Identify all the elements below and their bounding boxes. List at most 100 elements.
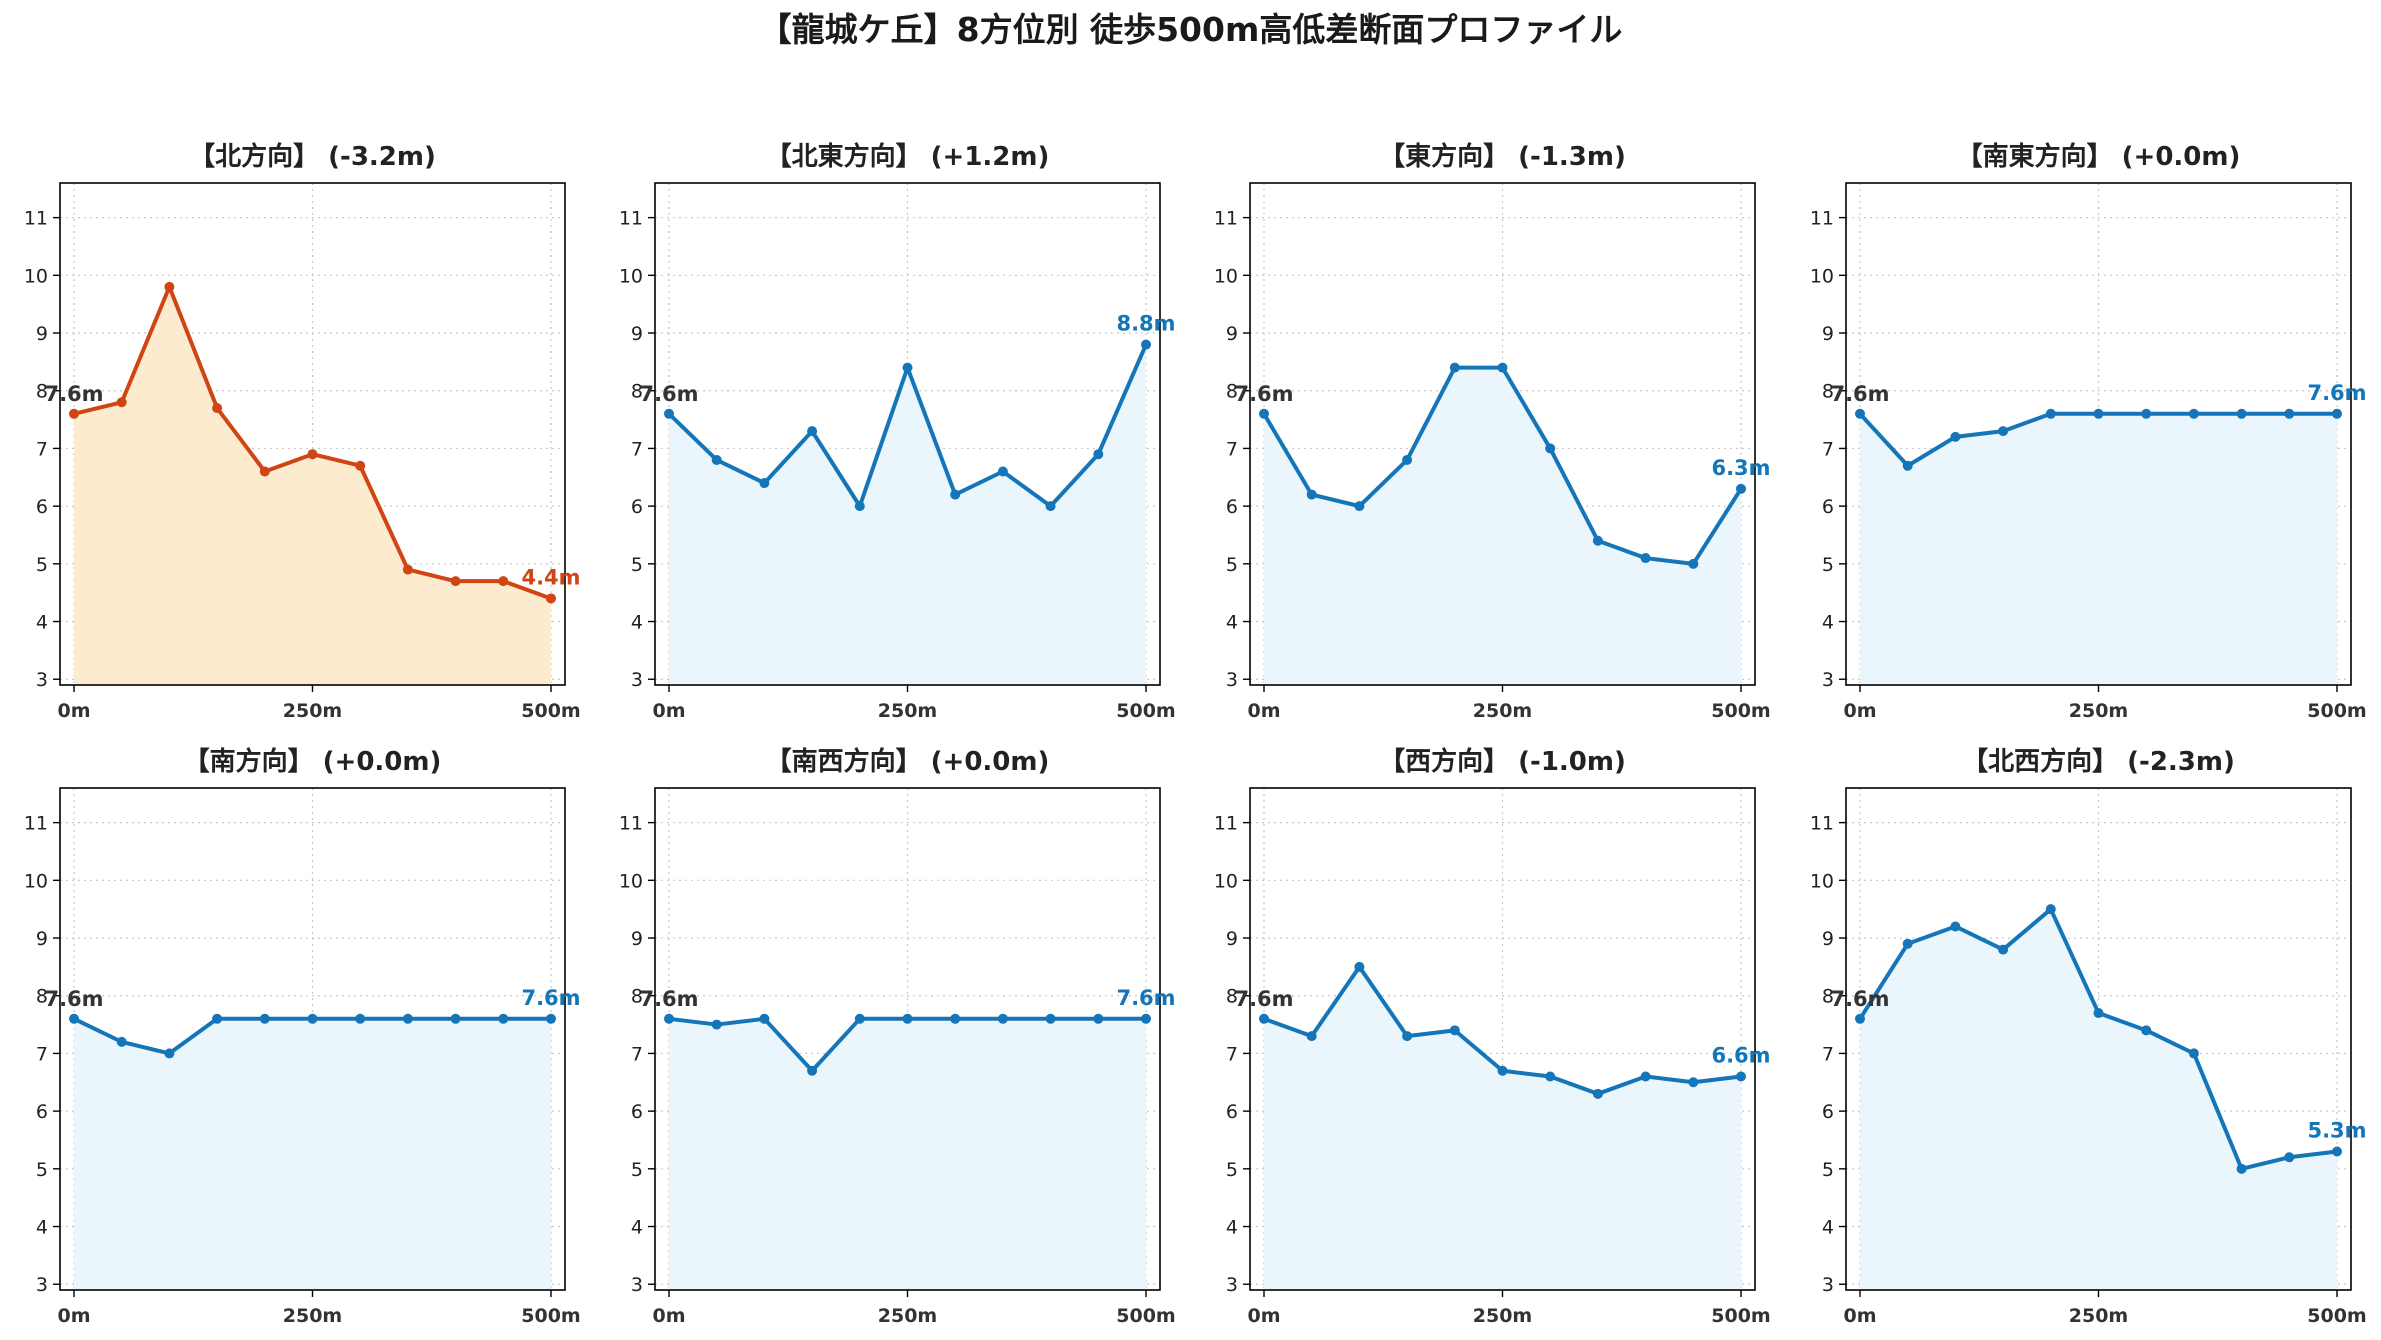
x-tick-label: 500m [2307, 700, 2366, 722]
chart-panel: 【北西方向】 (-2.3m) 3 4 5 6 7 8 9 10 11 0m 250m 500m 7.6m 5… [1810, 746, 2367, 1327]
y-tick-label: 10 [1214, 265, 1238, 287]
start-value-label: 7.6m [639, 382, 698, 406]
y-tick-label: 7 [1226, 438, 1238, 460]
y-tick-label: 7 [36, 438, 48, 460]
x-tick-label: 0m [1247, 700, 1280, 722]
data-point [1736, 483, 1746, 494]
start-value-label: 7.6m [1234, 987, 1293, 1011]
y-tick-label: 9 [1226, 323, 1238, 345]
y-tick-label: 4 [631, 612, 643, 634]
y-tick-label: 10 [619, 265, 643, 287]
x-tick-label: 0m [57, 1305, 90, 1327]
y-tick-label: 9 [1822, 323, 1834, 345]
data-point [1093, 1013, 1104, 1024]
y-tick-label: 4 [1226, 1217, 1238, 1239]
data-point [1449, 1025, 1460, 1036]
y-tick-label: 9 [36, 323, 48, 345]
y-tick-label: 8 [1226, 986, 1238, 1008]
data-point [1998, 944, 2009, 955]
y-tick-label: 3 [1226, 669, 1238, 691]
end-value-label: 5.3m [2307, 1119, 2366, 1143]
chart-panel: 【南東方向】 (+0.0m) 3 4 5 6 7 8 9 10 11 0m 250m 500m 7.6m 7… [1810, 141, 2367, 722]
y-tick-label: 9 [1822, 928, 1834, 950]
data-point [1902, 938, 1913, 949]
y-tick-label: 10 [24, 265, 48, 287]
data-point [546, 1013, 556, 1024]
y-tick-label: 11 [1810, 208, 1834, 230]
data-point [546, 593, 556, 604]
data-point [2141, 408, 2152, 419]
x-tick-label: 500m [2307, 1305, 2366, 1327]
x-tick-label: 0m [57, 700, 90, 722]
data-point [1354, 961, 1365, 972]
data-point [759, 1013, 770, 1024]
data-point [2093, 408, 2104, 419]
data-point [69, 1013, 79, 1024]
x-tick-label: 500m [1711, 700, 1770, 722]
data-point [1950, 431, 1961, 442]
data-point [950, 1013, 961, 1024]
data-point [1950, 921, 1961, 932]
y-tick-label: 9 [631, 928, 643, 950]
data-point [259, 466, 270, 477]
y-tick-label: 5 [1822, 554, 1834, 576]
data-point [1497, 362, 1508, 373]
y-tick-label: 9 [1226, 928, 1238, 950]
y-tick-label: 6 [1226, 1101, 1238, 1123]
y-tick-label: 3 [1822, 669, 1834, 691]
data-point [1449, 362, 1460, 373]
y-tick-label: 6 [36, 496, 48, 518]
data-point [259, 1013, 270, 1024]
data-point [116, 1036, 127, 1047]
x-tick-label: 500m [1711, 1305, 1770, 1327]
panel-title: 【南方向】 (+0.0m) [184, 746, 442, 777]
chart-panel: 【南方向】 (+0.0m) 3 4 5 6 7 8 9 10 11 0m 250m 500m 7.6m 7.… [24, 746, 581, 1327]
chart-panel: 【東方向】 (-1.3m) 3 4 5 6 7 8 9 10 11 0m 250m 500m 7.6m 6.… [1214, 141, 1771, 722]
start-value-label: 7.6m [44, 987, 103, 1011]
y-tick-label: 8 [1822, 381, 1834, 403]
x-tick-label: 0m [652, 700, 685, 722]
data-point [1354, 501, 1365, 512]
x-tick-label: 0m [1843, 700, 1876, 722]
y-tick-label: 6 [36, 1101, 48, 1123]
data-point [212, 403, 223, 414]
y-tick-label: 10 [619, 870, 643, 892]
y-tick-label: 5 [1226, 1159, 1238, 1181]
y-tick-label: 10 [1214, 870, 1238, 892]
panel-title: 【北西方向】 (-2.3m) [1962, 746, 2235, 777]
area-fill [1264, 367, 1741, 685]
y-tick-label: 8 [1822, 986, 1834, 1008]
y-tick-label: 3 [36, 1274, 48, 1296]
y-tick-label: 11 [1810, 813, 1834, 835]
x-tick-label: 500m [1116, 1305, 1175, 1327]
y-tick-label: 7 [1822, 438, 1834, 460]
panel-title: 【南東方向】 (+0.0m) [1957, 141, 2241, 172]
data-point [116, 397, 127, 408]
x-tick-label: 250m [878, 700, 937, 722]
y-tick-label: 3 [1822, 1274, 1834, 1296]
data-point [759, 478, 770, 489]
data-point [2332, 1146, 2342, 1157]
data-point [997, 466, 1008, 477]
area-fill [74, 1018, 551, 1290]
data-point [2236, 408, 2247, 419]
data-point [355, 460, 366, 471]
data-point [498, 1013, 509, 1024]
x-tick-label: 250m [283, 1305, 342, 1327]
end-value-label: 4.4m [521, 565, 580, 589]
y-tick-label: 10 [1810, 870, 1834, 892]
y-tick-label: 7 [1822, 1043, 1834, 1065]
y-tick-label: 5 [36, 1159, 48, 1181]
y-tick-label: 4 [36, 612, 48, 634]
data-point [854, 1013, 865, 1024]
data-point [997, 1013, 1008, 1024]
data-point [2284, 1152, 2295, 1163]
chart-panel: 【西方向】 (-1.0m) 3 4 5 6 7 8 9 10 11 0m 250m 500m 7.6m 6.… [1214, 746, 1771, 1327]
y-tick-label: 4 [1226, 612, 1238, 634]
data-point [664, 1013, 674, 1024]
y-tick-label: 5 [36, 554, 48, 576]
y-tick-label: 8 [36, 381, 48, 403]
panel-title: 【西方向】 (-1.0m) [1379, 746, 1626, 777]
x-tick-label: 0m [1843, 1305, 1876, 1327]
